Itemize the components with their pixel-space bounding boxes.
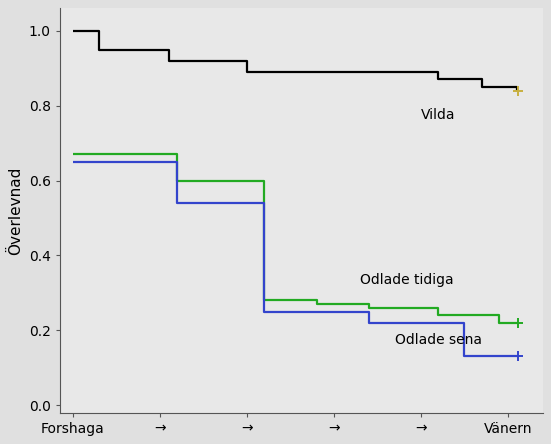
Text: Vilda: Vilda (421, 108, 455, 122)
Text: Odlade tidiga: Odlade tidiga (360, 273, 453, 287)
Y-axis label: Överlevnad: Överlevnad (8, 166, 23, 255)
Text: Odlade sena: Odlade sena (395, 333, 482, 347)
